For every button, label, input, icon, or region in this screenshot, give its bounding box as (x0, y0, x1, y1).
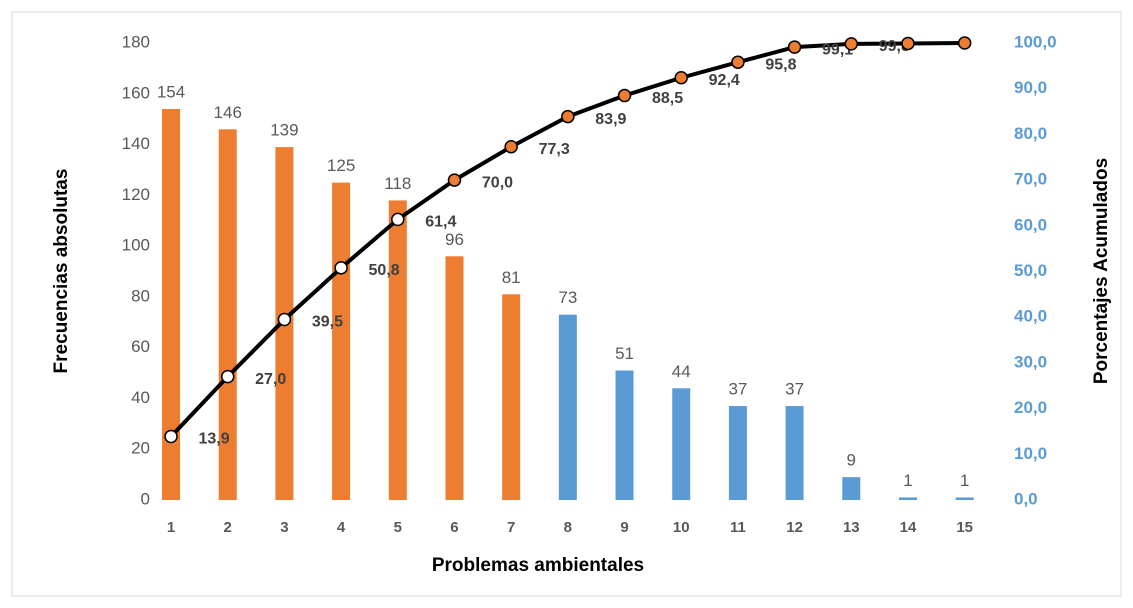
line-marker (844, 37, 859, 51)
bar (672, 388, 691, 500)
bar (332, 182, 351, 500)
y-tick-label: 160 (122, 83, 150, 102)
bar-value-label: 146 (214, 103, 242, 122)
bar (445, 256, 464, 500)
x-tick-label: 5 (394, 519, 402, 536)
y-tick-label: 80 (131, 286, 150, 305)
bar (785, 406, 804, 500)
x-tick-label: 8 (564, 519, 572, 536)
x-tick-label: 12 (786, 519, 803, 536)
bar-value-label: 1 (960, 471, 969, 490)
line-marker (504, 139, 518, 154)
line-marker (561, 109, 575, 124)
bar (558, 314, 577, 500)
x-tick-label: 7 (507, 519, 515, 536)
bar (615, 370, 634, 500)
line-value-label: 50,8 (369, 262, 400, 279)
x-tick-label: 1 (167, 519, 175, 536)
y2-tick-label: 20,0 (1014, 398, 1047, 417)
x-tick-label: 14 (900, 519, 917, 536)
y-tick-label: 140 (122, 134, 150, 153)
y2-tick-label: 50,0 (1014, 261, 1047, 280)
bar-value-label: 51 (615, 344, 634, 363)
y-tick-label: 180 (122, 32, 150, 51)
bar-value-label: 1 (903, 471, 912, 490)
line-value-label: 13,9 (198, 431, 229, 448)
y-tick-label: 100 (122, 236, 150, 255)
x-axis-title: Problemas ambientales (432, 555, 644, 576)
line-value-label: 83,9 (595, 111, 626, 128)
bar (218, 129, 237, 501)
y2-tick-label: 90,0 (1014, 78, 1047, 97)
line-marker (391, 212, 405, 227)
line-marker (277, 312, 292, 327)
line-value-label: 88,5 (652, 90, 683, 107)
x-tick-label: 9 (620, 519, 628, 536)
bar (842, 477, 861, 500)
line-marker (334, 261, 348, 275)
y2-tick-label: 0,0 (1014, 489, 1038, 508)
bar-value-label: 139 (270, 121, 298, 140)
line-value-label: 27,0 (255, 371, 286, 388)
line-value-label: 92,4 (709, 72, 740, 89)
line-marker (957, 36, 972, 50)
y-tick-label: 120 (122, 185, 150, 204)
y-tick-label: 0 (141, 489, 150, 508)
bar (898, 497, 917, 500)
bar-value-label: 44 (672, 362, 691, 381)
y2-tick-label: 100,0 (1014, 32, 1057, 51)
y-axis-title: Frecuencias absolutas (51, 169, 72, 374)
bar (162, 109, 181, 500)
bar-value-label: 37 (728, 380, 747, 399)
line-marker (447, 173, 462, 187)
line-marker (901, 36, 915, 51)
bar-value-label: 118 (384, 174, 411, 193)
y-tick-label: 20 (131, 439, 150, 458)
bar-value-label: 9 (847, 451, 856, 470)
y-tick-label: 60 (131, 337, 150, 356)
line-marker (220, 369, 235, 384)
x-tick-label: 11 (730, 519, 746, 536)
bar-value-label: 96 (445, 230, 464, 249)
x-tick-label: 4 (337, 519, 346, 536)
bar-value-label: 154 (157, 82, 185, 101)
bar-value-label: 125 (327, 156, 355, 175)
line-value-label: 95,8 (765, 56, 796, 73)
line-marker (731, 55, 745, 69)
line-value-label: 39,5 (312, 314, 343, 331)
bar (502, 294, 521, 500)
y2-tick-label: 80,0 (1014, 124, 1047, 143)
x-tick-label: 2 (224, 519, 232, 536)
line-value-label: 70,0 (482, 174, 513, 191)
bar-value-label: 37 (785, 380, 804, 399)
x-tick-label: 15 (956, 519, 973, 536)
bar (388, 200, 407, 500)
y-tick-label: 40 (131, 388, 150, 407)
bar-value-label: 73 (558, 288, 577, 307)
line-value-label: 77,3 (539, 141, 570, 158)
x-tick-label: 6 (450, 519, 458, 536)
y2-tick-label: 60,0 (1014, 215, 1047, 234)
y2-tick-label: 70,0 (1014, 170, 1047, 189)
line-marker (617, 88, 632, 103)
line-marker (787, 40, 802, 54)
line-value-label: 61,4 (425, 214, 456, 231)
bar (728, 406, 747, 500)
y2-tick-label: 30,0 (1014, 352, 1047, 371)
y2-tick-label: 10,0 (1014, 444, 1047, 463)
bar-value-label: 81 (502, 268, 521, 287)
line-marker (674, 70, 688, 85)
y2-tick-label: 40,0 (1014, 307, 1047, 326)
y2-axis-title: Porcentajes Acumulados (1091, 158, 1112, 384)
x-tick-label: 3 (280, 519, 288, 536)
bar (955, 497, 974, 500)
line-marker (164, 429, 178, 444)
x-tick-label: 13 (843, 519, 860, 536)
x-tick-label: 10 (673, 519, 690, 536)
